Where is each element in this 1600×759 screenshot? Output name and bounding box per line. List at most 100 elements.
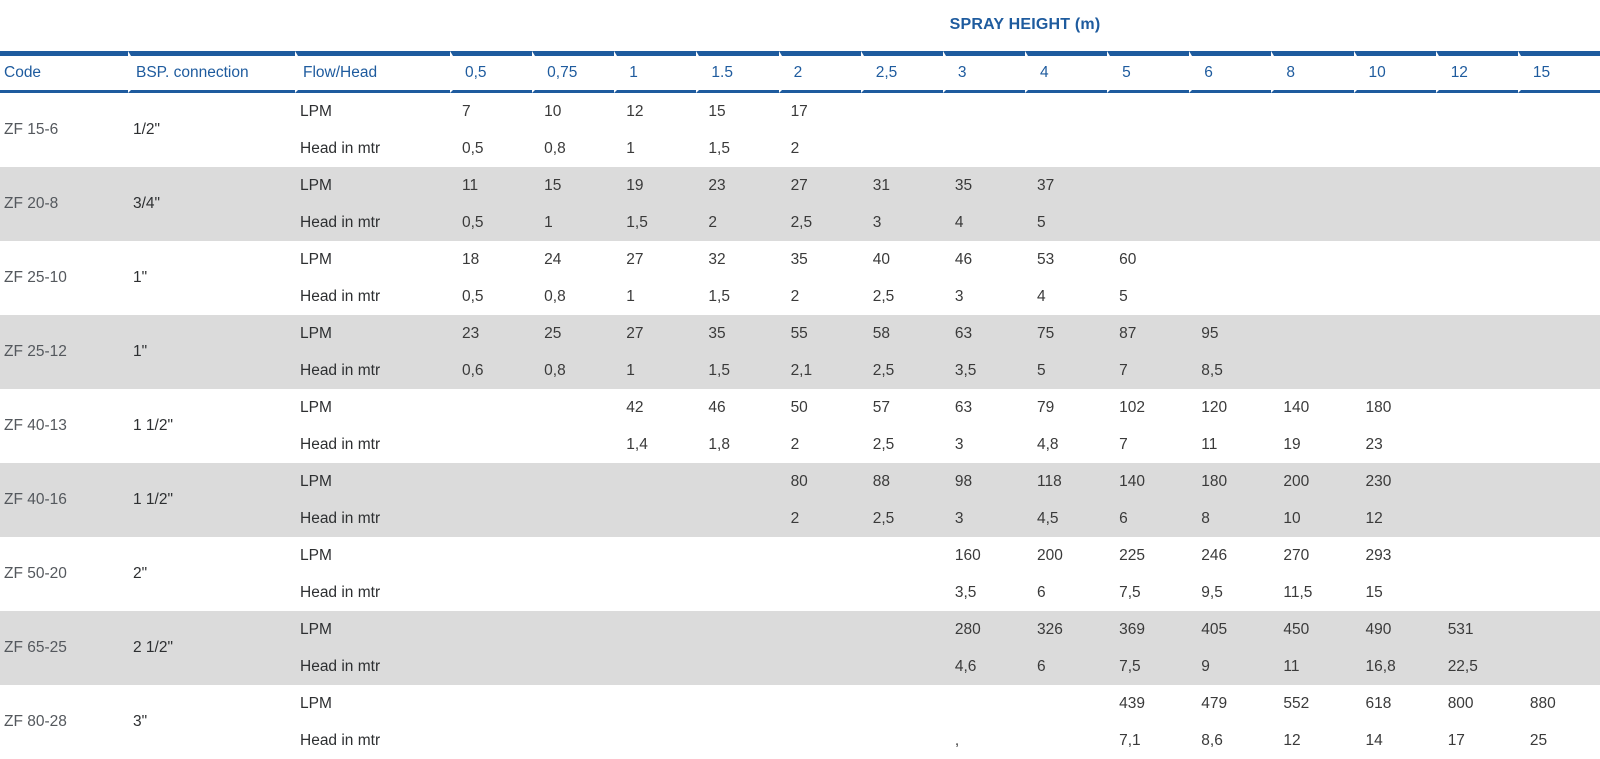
lpm-value-cell bbox=[1518, 241, 1600, 278]
lpm-value-cell bbox=[1518, 167, 1600, 204]
lpm-value-cell bbox=[779, 537, 861, 574]
lpm-value-cell bbox=[1518, 463, 1600, 500]
lpm-value-cell: 490 bbox=[1365, 620, 1392, 638]
lpm-value-cell: 24 bbox=[544, 250, 562, 268]
head-value-cell: 0,8 bbox=[544, 287, 566, 305]
lpm-value-cell bbox=[1436, 537, 1518, 574]
lpm-value-cell: 280 bbox=[954, 620, 981, 638]
head-value-cell bbox=[861, 130, 943, 167]
head-value-cell: 1 bbox=[544, 213, 553, 231]
head-value-cell bbox=[696, 574, 778, 611]
head-value-cell bbox=[1436, 130, 1518, 167]
lpm-value-cell bbox=[532, 463, 614, 500]
lpm-label: LPM bbox=[300, 620, 332, 638]
head-value-cell: 6 bbox=[1036, 657, 1046, 675]
lpm-value-cell bbox=[1025, 93, 1107, 130]
lpm-value-cell: 405 bbox=[1201, 620, 1228, 638]
lpm-value-cell: 80 bbox=[790, 472, 808, 490]
head-value-cell: 4,6 bbox=[954, 657, 977, 675]
bsp-connection-cell: 1" bbox=[133, 269, 148, 286]
head-value-cell: 3 bbox=[954, 435, 964, 453]
head-value-cell: 1,5 bbox=[708, 139, 730, 157]
head-value-cell: 3,5 bbox=[954, 583, 977, 601]
lpm-value-cell bbox=[532, 537, 614, 574]
head-value-cell bbox=[1189, 130, 1271, 167]
lpm-value-cell: 42 bbox=[626, 398, 644, 416]
head-value-cell: 15 bbox=[1365, 583, 1383, 601]
lpm-value-cell: 63 bbox=[954, 398, 973, 416]
head-value-cell bbox=[450, 500, 532, 537]
head-value-cell bbox=[1271, 204, 1353, 241]
lpm-value-cell: 46 bbox=[708, 398, 726, 416]
col-header-height-10: 10 bbox=[1353, 51, 1436, 93]
head-value-cell: 1 bbox=[626, 139, 635, 157]
lpm-value-cell: 531 bbox=[1447, 620, 1474, 638]
code-cell: ZF 15-6 bbox=[4, 121, 59, 138]
lpm-value-cell: 479 bbox=[1201, 694, 1228, 712]
head-value-cell: 0,5 bbox=[462, 213, 484, 231]
lpm-value-cell: 46 bbox=[954, 250, 973, 268]
lpm-row: ZF 40-13 1 1/2" LPM 42 46 50 57 63 79 102 120 140 18… bbox=[0, 389, 1600, 435]
product-group-zf-40-13: ZF 40-13 1 1/2" LPM 42 46 50 57 63 79 102 120 140 18… bbox=[0, 389, 1600, 463]
lpm-value-cell bbox=[861, 685, 943, 722]
head-value-cell: 3,5 bbox=[954, 361, 977, 379]
lpm-value-cell bbox=[1518, 93, 1600, 130]
head-value-cell bbox=[1271, 130, 1353, 167]
head-value-cell bbox=[696, 500, 778, 537]
lpm-row: ZF 20-8 3/4" LPM 11 15 19 23 27 31 35 37 bbox=[0, 167, 1600, 213]
product-group-zf-40-16: ZF 40-16 1 1/2" LPM 80 88 98 118 140 180 200 230 He… bbox=[0, 463, 1600, 537]
code-cell: ZF 20-8 bbox=[4, 195, 59, 212]
head-value-cell: 0,5 bbox=[462, 139, 484, 157]
lpm-row: ZF 40-16 1 1/2" LPM 80 88 98 118 140 180 200 230 bbox=[0, 463, 1600, 509]
lpm-value-cell bbox=[1436, 93, 1518, 130]
head-in-mtr-label: Head in mtr bbox=[300, 361, 381, 379]
head-value-cell: 1,5 bbox=[626, 213, 648, 231]
head-row: Head in mtr 4,6 6 7,5 9 11 16,8 22,5 bbox=[0, 648, 1600, 685]
lpm-value-cell: 35 bbox=[954, 176, 973, 194]
lpm-value-cell: 180 bbox=[1201, 472, 1228, 490]
head-value-cell: 6 bbox=[1119, 509, 1128, 527]
lpm-label: LPM bbox=[300, 250, 332, 268]
col-header-height-12: 12 bbox=[1435, 51, 1518, 93]
head-value-cell: 2 bbox=[790, 509, 800, 527]
lpm-value-cell bbox=[450, 463, 532, 500]
lpm-value-cell bbox=[1518, 537, 1600, 574]
lpm-value-cell bbox=[532, 685, 614, 722]
lpm-value-cell bbox=[450, 611, 532, 648]
lpm-value-cell bbox=[1436, 241, 1518, 278]
lpm-value-cell: 19 bbox=[626, 176, 644, 194]
lpm-value-cell: 160 bbox=[954, 546, 981, 564]
lpm-value-cell: 58 bbox=[872, 324, 890, 342]
column-header-row: Code BSP. connection Flow/Head 0,5 0,75 1 1… bbox=[0, 51, 1600, 93]
lpm-value-cell: 53 bbox=[1036, 250, 1055, 268]
lpm-value-cell bbox=[1436, 463, 1518, 500]
lpm-row: ZF 25-12 1" LPM 23 25 27 35 55 58 63 75 87 95 bbox=[0, 315, 1600, 361]
head-value-cell bbox=[861, 648, 943, 685]
col-header-height-5: 5 bbox=[1107, 51, 1190, 93]
head-value-cell bbox=[532, 426, 614, 463]
head-value-cell: 10 bbox=[1283, 509, 1301, 527]
lpm-value-cell bbox=[1436, 389, 1518, 426]
head-value-cell: 12 bbox=[1365, 509, 1383, 527]
head-value-cell: 2,5 bbox=[872, 435, 895, 453]
product-group-zf-20-8: ZF 20-8 3/4" LPM 11 15 19 23 27 31 35 37 Head in mt… bbox=[0, 167, 1600, 241]
head-value-cell: 3 bbox=[872, 213, 882, 231]
col-header-height-1: 1 bbox=[614, 51, 697, 93]
lpm-value-cell bbox=[861, 93, 943, 130]
head-value-cell bbox=[1518, 648, 1600, 685]
head-value-cell: 0,6 bbox=[462, 361, 484, 379]
head-in-mtr-label: Head in mtr bbox=[300, 435, 381, 453]
lpm-value-cell: 79 bbox=[1036, 398, 1055, 416]
head-in-mtr-label: Head in mtr bbox=[300, 657, 381, 675]
spray-height-title: SPRAY HEIGHT (m) bbox=[949, 15, 1101, 33]
head-value-cell bbox=[1107, 130, 1189, 167]
head-in-mtr-label: Head in mtr bbox=[300, 583, 381, 601]
head-value-cell: 0,8 bbox=[544, 361, 566, 379]
lpm-value-cell: 880 bbox=[1529, 694, 1556, 712]
lpm-value-cell: 118 bbox=[1036, 472, 1062, 490]
head-value-cell bbox=[1354, 130, 1436, 167]
col-header-height-1_5: 1.5 bbox=[696, 51, 779, 93]
lpm-value-cell bbox=[450, 537, 532, 574]
lpm-value-cell: 120 bbox=[1201, 398, 1228, 416]
lpm-value-cell bbox=[1518, 389, 1600, 426]
